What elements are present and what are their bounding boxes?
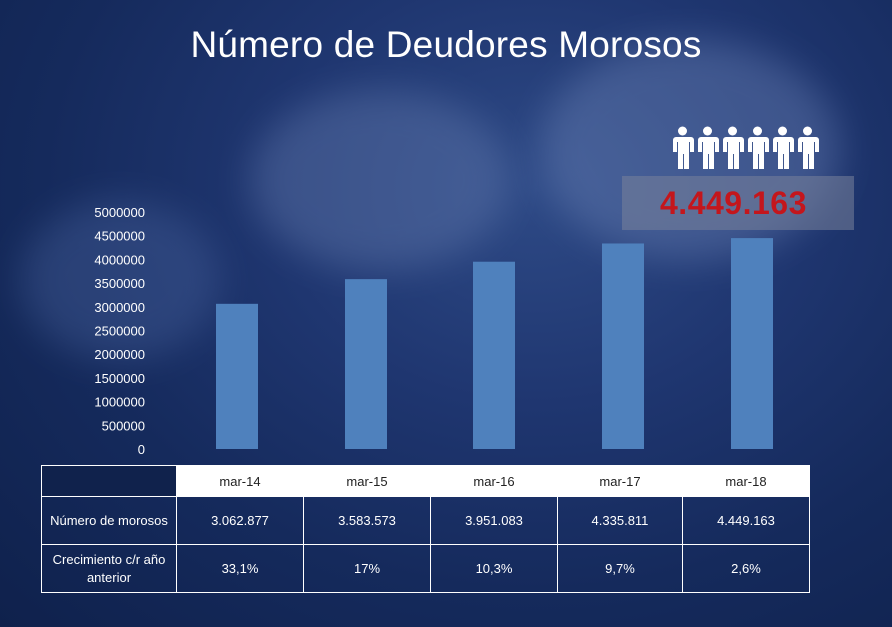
bar-mar-18 xyxy=(731,238,773,449)
table-cell: 2,6% xyxy=(681,544,811,593)
person-icon xyxy=(723,126,744,169)
table-cell: 9,7% xyxy=(557,544,683,593)
bar-mar-16 xyxy=(473,261,515,449)
y-tick-label: 4000000 xyxy=(94,252,145,267)
background-blur-shape xyxy=(20,200,220,360)
row-label: Número de morosos xyxy=(41,496,177,545)
column-header: mar-17 xyxy=(557,465,683,497)
table-cell: 17% xyxy=(303,544,431,593)
y-tick-label: 3500000 xyxy=(94,276,145,291)
y-tick-label: 5000000 xyxy=(94,205,145,220)
bar-mar-17 xyxy=(602,243,644,449)
table-cell: 3.583.573 xyxy=(303,496,431,545)
table-cell: 33,1% xyxy=(176,544,304,593)
y-tick-label: 4500000 xyxy=(94,229,145,244)
table-cell: 10,3% xyxy=(430,544,558,593)
table-cell: 4.449.163 xyxy=(681,496,811,545)
table-cell: 4.335.811 xyxy=(557,496,683,545)
column-header: mar-14 xyxy=(176,465,304,497)
column-header: mar-16 xyxy=(430,465,558,497)
y-tick-label: 2000000 xyxy=(94,347,145,362)
bar-mar-15 xyxy=(345,279,387,449)
page-title: Número de Deudores Morosos xyxy=(190,24,702,65)
column-header: mar-18 xyxy=(681,465,811,497)
data-table: mar-14 mar-15 mar-16 mar-17 mar-18 Númer… xyxy=(41,465,811,593)
person-icon xyxy=(798,126,819,169)
person-icon xyxy=(673,126,694,169)
highlight-value: 4.449.163 xyxy=(660,185,807,221)
people-group-icon xyxy=(670,126,820,170)
y-tick-label: 1000000 xyxy=(94,395,145,410)
table-cell: 3.951.083 xyxy=(430,496,558,545)
person-icon xyxy=(748,126,769,169)
y-tick-label: 500000 xyxy=(102,418,145,433)
table-row: Crecimiento c/r año anterior 33,1% 17% 1… xyxy=(41,544,811,593)
table-header-row: mar-14 mar-15 mar-16 mar-17 mar-18 xyxy=(41,465,811,497)
y-tick-label: 3000000 xyxy=(94,300,145,315)
person-icon xyxy=(698,126,719,169)
y-tick-label: 1500000 xyxy=(94,371,145,386)
table-cell: 3.062.877 xyxy=(176,496,304,545)
background-blur-shape xyxy=(250,90,510,270)
y-tick-label: 0 xyxy=(138,442,145,457)
column-header: mar-15 xyxy=(303,465,431,497)
table-corner-cell xyxy=(41,465,177,497)
highlight-box xyxy=(622,176,854,230)
bar-mar-14 xyxy=(216,303,258,449)
person-icon xyxy=(773,126,794,169)
row-label: Crecimiento c/r año anterior xyxy=(41,544,177,593)
y-tick-label: 2500000 xyxy=(94,324,145,339)
table-row: Número de morosos 3.062.877 3.583.573 3.… xyxy=(41,496,811,545)
